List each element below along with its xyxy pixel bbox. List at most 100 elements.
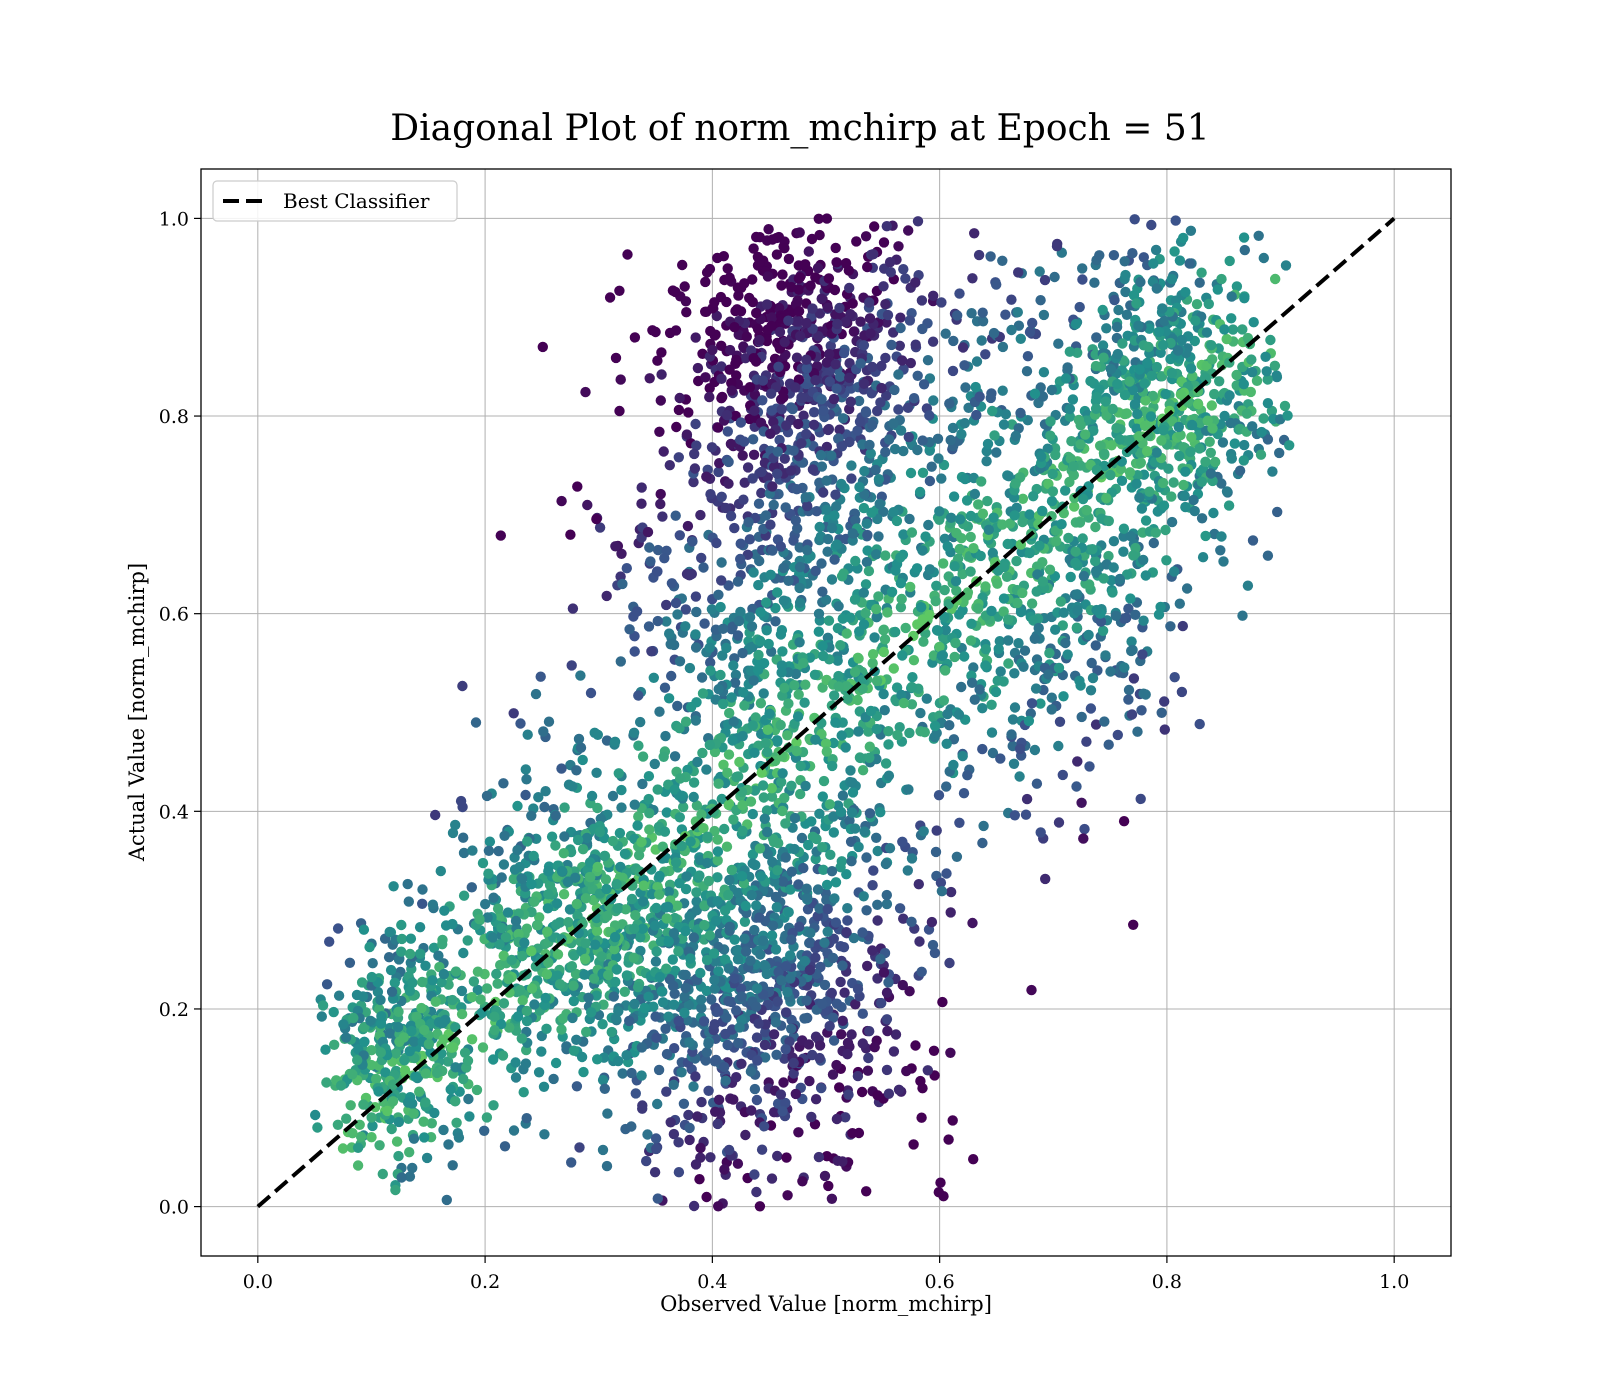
scatter-point xyxy=(867,880,878,891)
scatter-point xyxy=(800,679,811,690)
scatter-point xyxy=(737,800,748,811)
scatter-point xyxy=(918,379,930,390)
scatter-point xyxy=(655,395,666,406)
scatter-point xyxy=(904,727,915,739)
scatter-point xyxy=(767,234,778,245)
scatter-point xyxy=(766,312,778,323)
scatter-point xyxy=(375,1047,386,1058)
scatter-point xyxy=(1262,398,1274,409)
scatter-point xyxy=(948,759,959,771)
scatter-point xyxy=(1003,658,1014,669)
scatter-point xyxy=(441,1194,452,1206)
scatter-point xyxy=(736,786,748,798)
scatter-point xyxy=(1037,505,1048,517)
scatter-point xyxy=(889,384,900,396)
scatter-point xyxy=(626,893,638,905)
scatter-point xyxy=(637,1103,648,1114)
scatter-point xyxy=(927,939,939,951)
scatter-point xyxy=(897,650,908,661)
scatter-point xyxy=(1056,519,1067,530)
scatter-point xyxy=(1097,340,1109,351)
scatter-point xyxy=(868,249,879,260)
scatter-point xyxy=(892,729,903,741)
scatter-point xyxy=(1217,437,1229,448)
scatter-point xyxy=(916,295,928,306)
scatter-point xyxy=(945,907,956,918)
scatter-point xyxy=(1239,439,1250,451)
scatter-point xyxy=(1262,434,1274,445)
scatter-point xyxy=(668,1128,680,1140)
scatter-point xyxy=(629,332,641,343)
scatter-point xyxy=(1156,707,1167,718)
scatter-point xyxy=(1132,726,1143,737)
scatter-point xyxy=(1118,816,1130,827)
scatter-point xyxy=(1072,589,1083,600)
scatter-point xyxy=(933,790,945,801)
scatter-point xyxy=(659,682,671,693)
scatter-point xyxy=(738,341,749,352)
scatter-point xyxy=(767,545,778,556)
scatter-point xyxy=(654,870,665,882)
scatter-point xyxy=(754,555,765,567)
scatter-point xyxy=(607,790,619,802)
scatter-point xyxy=(1050,624,1061,635)
scatter-point xyxy=(812,262,824,274)
scatter-point xyxy=(637,751,649,762)
scatter-point xyxy=(804,1075,815,1087)
scatter-point xyxy=(836,1029,847,1040)
scatter-point xyxy=(733,615,745,627)
scatter-point xyxy=(780,852,791,863)
scatter-point xyxy=(861,518,872,529)
scatter-point xyxy=(448,1042,459,1053)
scatter-point xyxy=(1126,636,1137,647)
scatter-point xyxy=(613,768,624,779)
scatter-point xyxy=(419,1132,430,1143)
scatter-point xyxy=(351,989,363,1001)
scatter-point xyxy=(683,1109,694,1121)
scatter-point xyxy=(775,719,786,731)
scatter-point xyxy=(636,482,647,493)
scatter-point xyxy=(792,711,804,722)
scatter-point xyxy=(1015,333,1026,344)
scatter-point xyxy=(748,567,759,578)
scatter-point xyxy=(777,805,788,817)
scatter-point xyxy=(749,1083,761,1095)
scatter-point xyxy=(488,1054,499,1065)
scatter-point xyxy=(499,830,510,841)
scatter-point xyxy=(817,791,828,802)
scatter-point xyxy=(739,916,751,927)
scatter-point xyxy=(1187,371,1198,382)
scatter-point xyxy=(943,1134,954,1145)
scatter-point xyxy=(759,813,770,824)
scatter-point xyxy=(543,889,554,900)
scatter-point xyxy=(370,1073,382,1085)
scatter-point xyxy=(633,690,644,701)
scatter-point xyxy=(1013,267,1024,278)
scatter-point xyxy=(780,1097,791,1109)
scatter-point xyxy=(610,1013,621,1024)
scatter-point xyxy=(393,1150,404,1162)
scatter-point xyxy=(807,464,819,475)
scatter-point xyxy=(1160,388,1171,400)
scatter-point xyxy=(855,752,866,764)
scatter-point xyxy=(391,1136,403,1147)
scatter-point xyxy=(875,807,886,818)
scatter-point xyxy=(933,1187,944,1198)
scatter-point xyxy=(390,1048,402,1059)
scatter-point xyxy=(919,727,930,738)
scatter-point xyxy=(1044,564,1056,575)
scatter-point xyxy=(437,1018,448,1029)
scatter-point xyxy=(711,310,722,322)
scatter-point xyxy=(386,986,398,997)
scatter-point xyxy=(853,653,864,664)
scatter-point xyxy=(872,1090,883,1101)
scatter-point xyxy=(918,826,929,837)
scatter-point xyxy=(512,844,523,856)
scatter-point xyxy=(831,383,842,394)
scatter-point xyxy=(390,1184,401,1196)
scatter-point xyxy=(1057,620,1069,631)
scatter-point xyxy=(988,327,1000,339)
scatter-point xyxy=(384,1028,396,1039)
scatter-point xyxy=(541,969,553,980)
scatter-point xyxy=(786,1023,797,1034)
